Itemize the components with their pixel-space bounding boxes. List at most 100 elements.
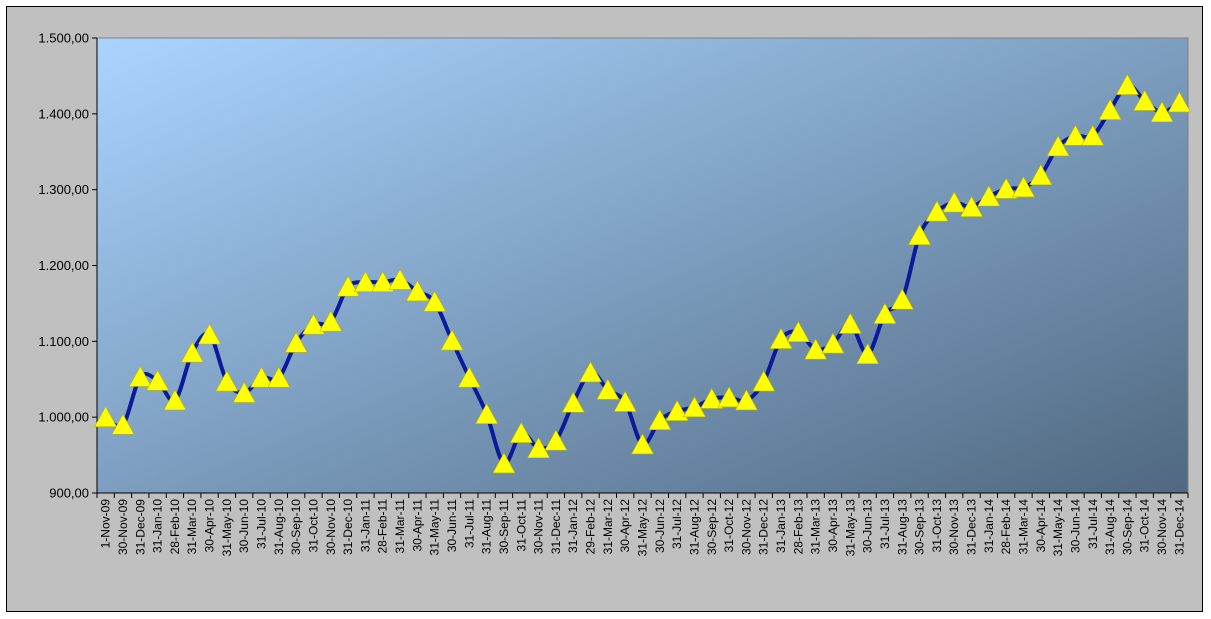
data-point-marker (544, 429, 568, 451)
x-tick-label: 31-Aug-10 (272, 499, 286, 555)
y-tick-label: 900,00 (49, 486, 89, 501)
data-point-marker (1046, 135, 1070, 157)
x-tick-label: 30-Apr-12 (618, 499, 632, 553)
x-tick-label: 31-Mar-10 (185, 499, 199, 555)
data-point-marker (648, 409, 672, 431)
x-tick-label: 28-Feb-10 (168, 499, 182, 555)
y-tick-label: 1.400,00 (38, 106, 89, 121)
y-tick-label: 1.000,00 (38, 410, 89, 425)
data-point-marker (630, 433, 655, 455)
x-tick-label: 30-Sep-10 (289, 499, 303, 555)
data-point-marker (457, 366, 481, 388)
x-tick-label: 30-Jun-11 (445, 499, 459, 552)
data-point-marker (579, 361, 603, 383)
x-tick-label: 31-Oct-12 (722, 499, 736, 553)
y-tick-label: 1.300,00 (38, 182, 89, 197)
x-tick-label: 28-Feb-11 (376, 499, 390, 554)
data-point-marker (665, 399, 689, 421)
data-point-marker (942, 191, 966, 213)
data-point-marker (994, 177, 1018, 199)
x-tick-label: 31-Jul-13 (878, 499, 892, 549)
data-point-marker (371, 271, 395, 292)
x-tick-label: 30-Sep-12 (705, 499, 719, 555)
x-tick-label: 31-Dec-13 (965, 499, 979, 555)
x-tick-label: 31-Aug-13 (895, 499, 909, 555)
line-chart: 900,00 1.000,00 1.100,00 1.200,00 1.300,00 1.… (38, 31, 1191, 557)
x-tick-label: 30-Jun-10 (237, 499, 251, 553)
x-tick-label: 31-Dec-09 (133, 499, 147, 555)
x-tick-label: 31-Jul-14 (1086, 499, 1100, 549)
x-tick-label: 31-Oct-14 (1138, 499, 1152, 553)
x-tick-label: 30-Nov-14 (1155, 499, 1169, 555)
data-point-marker (838, 312, 862, 334)
x-tick-label: 30-Apr-10 (203, 499, 217, 553)
x-tick-label: 31-Aug-12 (687, 499, 701, 555)
data-point-marker (111, 413, 135, 435)
x-tick-label: 31-Aug-11 (480, 499, 494, 554)
data-point-marker (250, 366, 274, 388)
data-point-marker (925, 200, 949, 222)
x-tick-label: 31-Jan-10 (151, 499, 165, 553)
x-tick-label: 31-Jul-10 (255, 499, 269, 549)
data-point-marker (336, 275, 360, 297)
data-point-marker (1133, 89, 1157, 111)
data-point-marker (873, 302, 897, 324)
x-tick-label: 31-Dec-14 (1172, 499, 1186, 555)
data-point-marker (1063, 124, 1087, 146)
data-point-marker (146, 369, 170, 391)
x-tick-label: 31-Oct-11 (514, 499, 528, 552)
x-tick-label: 31-Jan-11 (358, 499, 372, 552)
x-tick-label: 31-Jan-14 (982, 499, 996, 553)
x-tick-label: 30-Jun-13 (861, 499, 875, 553)
x-tick-label: 31-May-11 (428, 499, 442, 556)
x-tick-label: 30-Jun-12 (653, 499, 667, 553)
data-point-marker (509, 421, 533, 443)
data-point-marker (752, 370, 776, 392)
x-tick-label: 1-Nov-09 (99, 499, 113, 549)
x-tick-label: 30-Jun-14 (1068, 499, 1082, 553)
data-point-marker (1150, 101, 1174, 123)
y-tick-label: 1.200,00 (38, 258, 89, 273)
x-tick-label: 31-Jan-12 (566, 499, 580, 553)
data-point-marker (215, 370, 239, 392)
x-tick-label: 31-Aug-14 (1103, 499, 1117, 555)
x-tick-label: 31-May-14 (1051, 499, 1065, 557)
data-point-marker (180, 341, 204, 363)
data-point-marker (977, 185, 1001, 207)
series-layer (94, 73, 1191, 474)
data-point-marker (908, 224, 932, 245)
data-point-marker (960, 195, 984, 217)
chart-frame: 900,00 1.000,00 1.100,00 1.200,00 1.300,00 1.… (6, 6, 1203, 612)
data-point-marker (128, 365, 152, 387)
x-tick-label: 31-Mar-11 (393, 499, 407, 554)
x-tick-label: 30-Nov-11 (532, 499, 546, 554)
x-tick-label: 30-Apr-14 (1034, 499, 1048, 553)
data-point-marker (821, 332, 845, 354)
x-tick-label: 29-Feb-12 (584, 499, 598, 555)
data-point-marker (319, 310, 343, 332)
x-tick-label: 31-Jul-11 (462, 499, 476, 548)
x-tick-label: 30-Sep-13 (913, 499, 927, 555)
x-tick-label: 30-Nov-12 (739, 499, 753, 555)
data-point-marker (198, 323, 222, 345)
data-point-marker (613, 390, 637, 412)
x-tick-label: 31-May-13 (843, 499, 857, 557)
x-tick-label: 31-Oct-10 (306, 499, 320, 553)
x-tick-label: 31-Oct-13 (930, 499, 944, 553)
data-point-marker (717, 386, 741, 408)
data-point-marker (94, 406, 118, 427)
y-axis: 900,00 1.000,00 1.100,00 1.200,00 1.300,00 1.… (38, 31, 98, 501)
data-point-marker (786, 321, 810, 343)
x-tick-label: 31-Jul-12 (670, 499, 684, 549)
data-point-marker (1167, 91, 1191, 113)
x-tick-label: 30-Sep-14 (1120, 499, 1134, 555)
data-point-marker (1029, 164, 1053, 186)
data-point-marker (163, 389, 187, 411)
x-tick-label: 30-Nov-09 (116, 499, 130, 555)
data-point-marker (388, 268, 412, 290)
data-point-marker (267, 366, 291, 388)
x-tick-label: 31-Dec-12 (757, 499, 771, 555)
x-tick-label: 30-Apr-11 (410, 499, 424, 552)
data-point-marker (301, 313, 325, 335)
x-tick-label: 31-Mar-14 (1016, 499, 1030, 555)
